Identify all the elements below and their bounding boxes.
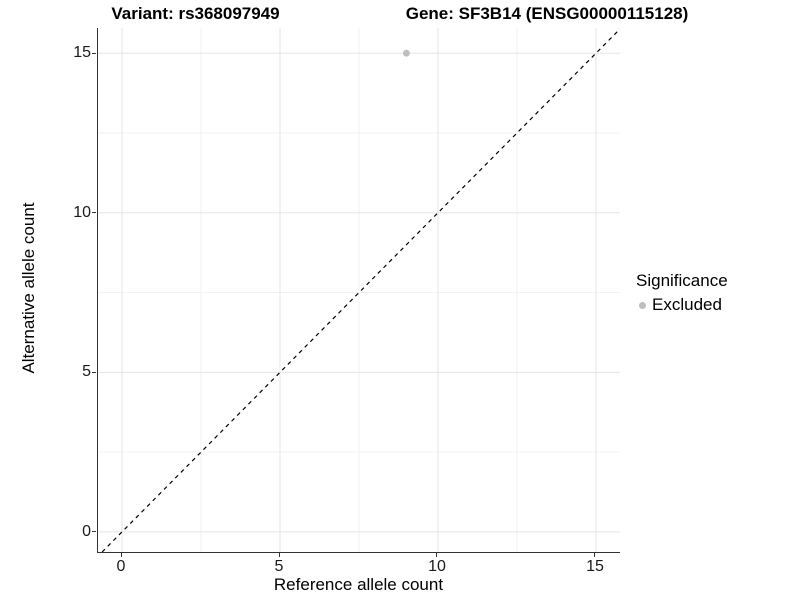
legend-item-label: Excluded bbox=[652, 295, 722, 315]
x-tick-mark bbox=[436, 553, 438, 557]
legend-item-excluded: Excluded bbox=[636, 294, 728, 316]
plot-title-variant: Variant: rs368097949 bbox=[111, 4, 280, 23]
legend-title: Significance bbox=[636, 271, 728, 290]
plot-title-gene: Gene: SF3B14 (ENSG00000115128) bbox=[405, 4, 689, 23]
x-tick-mark bbox=[594, 553, 596, 557]
y-tick-mark bbox=[92, 52, 96, 54]
plot-panel bbox=[97, 28, 620, 553]
x-tick-label: 5 bbox=[274, 558, 284, 575]
y-tick-mark bbox=[92, 531, 96, 533]
data-point bbox=[402, 49, 410, 57]
x-tick-mark bbox=[278, 553, 280, 557]
y-tick-mark bbox=[92, 371, 96, 373]
legend-point-icon bbox=[639, 301, 646, 309]
x-tick-mark bbox=[120, 553, 122, 557]
x-tick-label: 10 bbox=[428, 558, 446, 575]
x-tick-label: 0 bbox=[116, 558, 126, 575]
y-tick-mark bbox=[92, 212, 96, 214]
x-axis-title: Reference allele count bbox=[273, 575, 444, 594]
y-axis-title: Alternative allele count bbox=[19, 202, 38, 374]
y-tick-label: 5 bbox=[82, 363, 91, 381]
identity-line bbox=[101, 28, 620, 552]
legend: Significance Excluded bbox=[636, 270, 728, 316]
y-tick-label: 0 bbox=[82, 522, 91, 540]
y-tick-label: 15 bbox=[73, 44, 91, 62]
x-tick-label: 15 bbox=[586, 558, 604, 575]
plot-canvas bbox=[98, 28, 620, 552]
y-tick-label: 10 bbox=[73, 203, 91, 221]
